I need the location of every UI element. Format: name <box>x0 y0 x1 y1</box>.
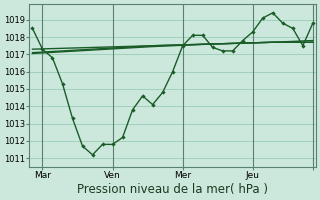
X-axis label: Pression niveau de la mer( hPa ): Pression niveau de la mer( hPa ) <box>77 183 268 196</box>
